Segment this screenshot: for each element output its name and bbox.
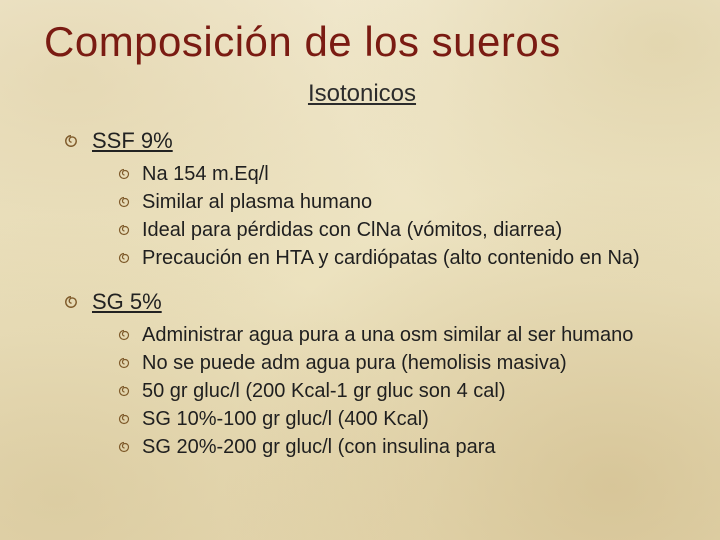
list-item: SG 20%-200 gr gluc/l (con insulina para (118, 435, 680, 460)
list-item-text: Similar al plasma humano (142, 190, 372, 215)
slide-subtitle: Isotonicos (44, 80, 680, 108)
list-item-text: Na 154 m.Eq/l (142, 162, 269, 187)
section-items: Administrar agua pura a una osm similar … (118, 323, 680, 460)
list-item-text: 50 gr gluc/l (200 Kcal-1 gr gluc son 4 c… (142, 379, 506, 404)
list-item: SG 10%-100 gr gluc/l (400 Kcal) (118, 407, 680, 432)
section-ssf: SSF 9% Na 154 m.Eq/l Similar al plasma h… (64, 128, 680, 271)
list-item-text: SG 20%-200 gr gluc/l (con insulina para (142, 435, 496, 460)
list-item: No se puede adm agua pura (hemolisis mas… (118, 351, 680, 376)
list-item-text: No se puede adm agua pura (hemolisis mas… (142, 351, 567, 376)
section-sg: SG 5% Administrar agua pura a una osm si… (64, 289, 680, 460)
swirl-bullet-icon (118, 323, 130, 346)
list-item-text: Precaución en HTA y cardiópatas (alto co… (142, 246, 640, 271)
swirl-bullet-icon (118, 246, 130, 269)
list-item: Administrar agua pura a una osm similar … (118, 323, 680, 348)
swirl-bullet-icon (64, 289, 78, 314)
section-heading-row: SG 5% (64, 289, 680, 315)
list-item-text: SG 10%-100 gr gluc/l (400 Kcal) (142, 407, 429, 432)
slide-title: Composición de los sueros (44, 18, 680, 66)
swirl-bullet-icon (118, 190, 130, 213)
swirl-bullet-icon (118, 407, 130, 430)
list-item-text: Administrar agua pura a una osm similar … (142, 323, 633, 348)
list-item: Precaución en HTA y cardiópatas (alto co… (118, 246, 680, 271)
section-items: Na 154 m.Eq/l Similar al plasma humano I… (118, 162, 680, 271)
slide: Composición de los sueros Isotonicos SSF… (0, 0, 720, 540)
list-item: Ideal para pérdidas con ClNa (vómitos, d… (118, 218, 680, 243)
swirl-bullet-icon (64, 128, 78, 153)
list-item-text: Ideal para pérdidas con ClNa (vómitos, d… (142, 218, 562, 243)
list-item: 50 gr gluc/l (200 Kcal-1 gr gluc son 4 c… (118, 379, 680, 404)
list-item: Na 154 m.Eq/l (118, 162, 680, 187)
section-heading: SSF 9% (92, 128, 173, 154)
swirl-bullet-icon (118, 379, 130, 402)
swirl-bullet-icon (118, 218, 130, 241)
section-heading-row: SSF 9% (64, 128, 680, 154)
list-item: Similar al plasma humano (118, 190, 680, 215)
swirl-bullet-icon (118, 351, 130, 374)
swirl-bullet-icon (118, 162, 130, 185)
section-heading: SG 5% (92, 289, 162, 315)
swirl-bullet-icon (118, 435, 130, 458)
